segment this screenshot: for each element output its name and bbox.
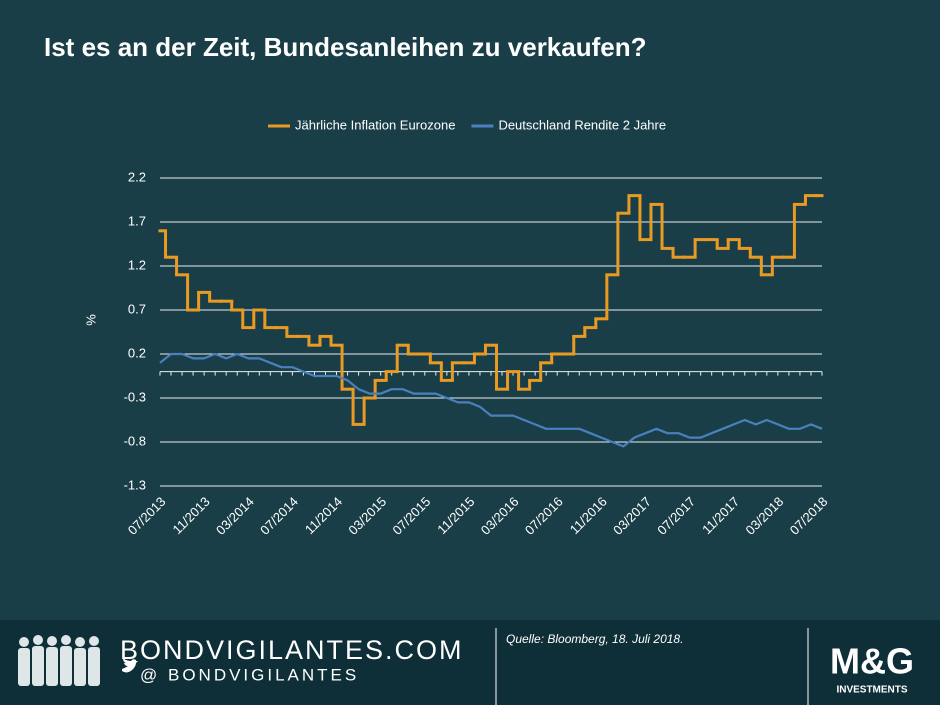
y-tick-label: -0.8	[124, 433, 146, 448]
y-tick-label: 1.7	[128, 213, 146, 228]
y-tick-label: 0.7	[128, 301, 146, 316]
source-note: Quelle: Bloomberg, 18. Juli 2018.	[506, 632, 683, 646]
legend-label: Deutschland Rendite 2 Jahre	[498, 117, 666, 132]
y-axis-label: %	[83, 314, 98, 326]
brand-sub: INVESTMENTS	[836, 685, 907, 696]
brand-logo: M&G	[830, 641, 914, 682]
y-tick-label: 1.2	[128, 257, 146, 272]
chart-title: Ist es an der Zeit, Bundesanleihen zu ve…	[44, 32, 647, 62]
footer	[0, 620, 940, 705]
site-handle: @ BONDVIGILANTES	[140, 665, 359, 684]
y-tick-label: -0.3	[124, 389, 146, 404]
y-tick-label: 0.2	[128, 345, 146, 360]
legend-label: Jährliche Inflation Eurozone	[295, 117, 455, 132]
bird-icon	[122, 658, 138, 673]
silhouettes	[18, 635, 100, 686]
series-line	[159, 352, 823, 448]
y-tick-label: 2.2	[128, 169, 146, 184]
y-tick-label: -1.3	[124, 477, 146, 492]
site-name: BONDVIGILANTES.COM	[120, 635, 464, 665]
